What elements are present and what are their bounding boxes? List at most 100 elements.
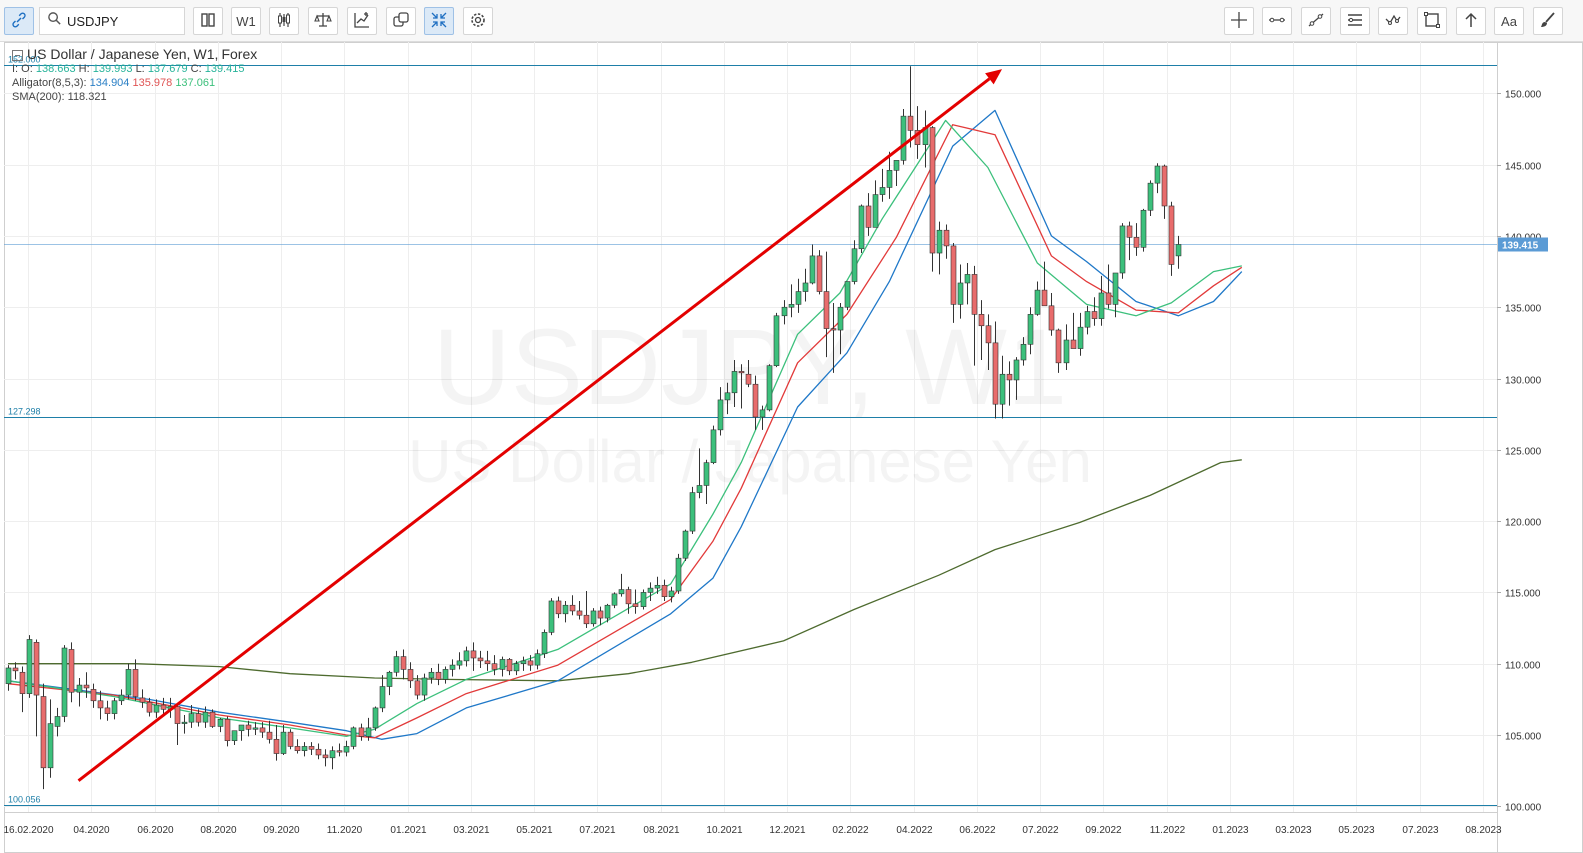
candle-down — [294, 746, 301, 751]
candle-up — [1027, 314, 1034, 345]
candle-up — [217, 719, 224, 727]
candle-down — [830, 328, 837, 331]
candle-down — [738, 371, 745, 374]
watermark-name: US Dollar / Japanese Yen — [408, 428, 1092, 495]
candle-down — [978, 314, 985, 327]
candle-down — [506, 659, 513, 672]
candle-up — [548, 600, 555, 633]
candle-down — [259, 727, 266, 733]
y-tick-label: 150.000 — [1505, 90, 1542, 101]
candle-up — [1154, 165, 1161, 184]
arrow-button[interactable] — [1456, 7, 1486, 35]
x-tick-label: 11.2020 — [327, 825, 363, 836]
candle-down — [315, 748, 322, 756]
candle-down — [823, 291, 830, 329]
rectangle-button[interactable] — [1417, 7, 1447, 35]
balance-icon — [314, 11, 332, 32]
timeframe-button[interactable]: W1 — [231, 7, 261, 35]
candle-down — [83, 684, 90, 689]
crosshair-icon — [1230, 11, 1248, 32]
brush-button[interactable] — [1533, 7, 1563, 35]
candle-up — [1077, 326, 1084, 349]
candle-down — [583, 614, 590, 625]
horizontal-level-label: 152.000 — [8, 55, 41, 65]
chart-type-button[interactable] — [269, 7, 299, 35]
candle-down — [266, 731, 273, 740]
timeframe-label: W1 — [236, 13, 256, 29]
trendline-icon — [1307, 11, 1325, 32]
y-tick-label: 110.000 — [1505, 661, 1541, 672]
link-button[interactable] — [4, 7, 34, 35]
candle-up — [562, 604, 569, 615]
symbol-search-input[interactable] — [67, 13, 172, 29]
candle-up — [252, 727, 259, 730]
candle-up — [5, 667, 12, 684]
chart-area[interactable]: USDJPY, W1 US Dollar / Japanese Yen 152.0… — [4, 42, 1583, 853]
collapse-icon — [430, 11, 448, 32]
candle-up — [647, 587, 654, 593]
candle-down — [273, 738, 280, 754]
candle-up — [788, 304, 795, 308]
legend-sma-row: SMA(200): 118.321 — [12, 91, 107, 103]
objects-button[interactable] — [386, 7, 416, 35]
candle-down — [336, 750, 343, 753]
pattern-button[interactable] — [1378, 7, 1408, 35]
candle-down — [1091, 311, 1098, 319]
fit-button[interactable] — [424, 7, 454, 35]
candle-down — [1105, 292, 1112, 305]
candle-down — [97, 700, 104, 709]
candle-up — [1112, 272, 1119, 305]
candle-up — [513, 663, 520, 672]
sma-label: SMA(200): — [12, 91, 65, 103]
candle-down — [816, 255, 823, 292]
trendline-button[interactable] — [1301, 7, 1331, 35]
candle-up — [238, 724, 245, 732]
arrow-up-icon — [1462, 11, 1480, 32]
candle-down — [308, 746, 315, 750]
x-tick-label: 16.02.2020 — [4, 825, 54, 836]
candle-down — [322, 754, 329, 759]
crosshair-button[interactable] — [1224, 7, 1254, 35]
candle-up — [773, 315, 780, 366]
candle-up — [350, 727, 357, 747]
channel-button[interactable] — [1340, 7, 1370, 35]
horizontal-line-button[interactable] — [1262, 7, 1292, 35]
candle-up — [872, 194, 879, 228]
text-button[interactable]: Aa — [1494, 7, 1524, 35]
candles-icon — [275, 11, 293, 32]
candle-down — [209, 711, 216, 727]
legend-alligator-row: Alligator(8,5,3): 134.904 135.978 137.06… — [12, 77, 215, 89]
compare-button[interactable] — [308, 7, 338, 35]
x-tick-label: 05.2021 — [516, 825, 553, 836]
legend-title: US Dollar / Japanese Yen, — [27, 46, 191, 62]
collapse-legend-icon[interactable] — [12, 49, 23, 61]
candle-up — [1098, 292, 1105, 319]
x-tick-label: 07.2022 — [1022, 825, 1059, 836]
candle-up — [717, 399, 724, 431]
indicators-button[interactable] — [347, 7, 377, 35]
ohlc-high: 139.993 — [92, 63, 133, 75]
candle-up — [900, 115, 907, 161]
candle-down — [632, 603, 639, 607]
candle-down — [527, 660, 534, 666]
candle-down — [1133, 237, 1140, 248]
candle-up — [1175, 244, 1182, 257]
candle-up — [703, 462, 710, 486]
ohlc-open: 138.663 — [35, 63, 76, 75]
brush-icon — [1539, 11, 1557, 32]
candle-up — [675, 557, 682, 592]
y-tick-label: 100.000 — [1505, 803, 1542, 814]
x-tick-label: 03.2021 — [453, 825, 490, 836]
symbol-search[interactable] — [39, 7, 185, 35]
candle-up — [654, 584, 661, 589]
candle-up — [118, 694, 125, 702]
candle-up — [202, 711, 209, 723]
layout-button[interactable] — [193, 7, 223, 35]
x-tick-label: 04.2020 — [73, 825, 110, 836]
candle-up — [449, 664, 456, 670]
candle-down — [104, 707, 111, 714]
candle-up — [696, 485, 703, 493]
settings-button[interactable] — [463, 7, 493, 35]
x-tick-label: 12.2021 — [769, 825, 806, 836]
